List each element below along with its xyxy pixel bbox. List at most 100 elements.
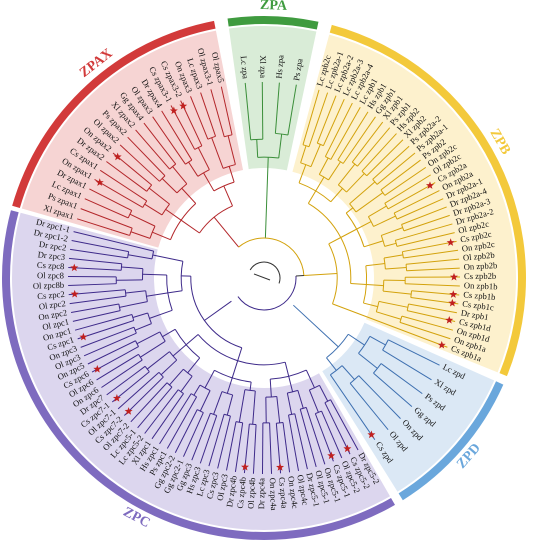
branch xyxy=(190,96,209,140)
branch xyxy=(305,369,315,388)
branch xyxy=(384,174,431,204)
branch-arc xyxy=(410,290,413,298)
leaf-label: On zpb2c xyxy=(461,239,495,254)
branch xyxy=(144,203,163,216)
branch xyxy=(128,254,153,260)
branch xyxy=(288,376,294,392)
branch xyxy=(181,187,197,204)
branch xyxy=(213,391,223,415)
branch xyxy=(378,300,408,308)
leaf-label: On zpc2 xyxy=(38,307,68,322)
branch-arc xyxy=(190,276,242,349)
branch xyxy=(256,139,259,158)
branch xyxy=(68,266,122,271)
branch xyxy=(74,313,133,331)
branch xyxy=(330,188,343,203)
branch xyxy=(330,399,359,451)
leaf-label: Dr zpc3 xyxy=(37,249,65,262)
branch xyxy=(172,344,187,357)
branch xyxy=(326,357,337,371)
branch xyxy=(297,390,304,409)
branch-arc xyxy=(158,371,164,378)
branch xyxy=(223,185,233,207)
branch-arc xyxy=(287,389,298,394)
clade-stem xyxy=(213,216,240,248)
branch xyxy=(342,116,376,164)
branch xyxy=(146,292,168,297)
branch xyxy=(99,169,148,202)
branch xyxy=(96,353,139,381)
branch xyxy=(199,390,211,412)
branch-arc xyxy=(124,289,127,297)
branch xyxy=(345,207,354,214)
branch xyxy=(76,218,130,236)
clade-stem xyxy=(292,304,339,348)
star-marker xyxy=(95,178,104,186)
branch xyxy=(380,363,423,395)
branch-arc xyxy=(194,145,203,150)
branch xyxy=(165,208,182,221)
leaf-label: On zpb2b xyxy=(463,260,497,272)
branch xyxy=(210,89,225,137)
star-marker xyxy=(445,315,454,324)
leaf-label: Ol zpc8 xyxy=(37,270,64,280)
leaf-label: Cs zpb2b xyxy=(464,271,496,281)
branch xyxy=(106,365,146,396)
branch-arc xyxy=(399,315,403,323)
branch-arc xyxy=(213,181,235,192)
branch xyxy=(228,166,235,183)
branch xyxy=(252,390,256,425)
branch xyxy=(316,95,337,144)
branch xyxy=(152,231,171,241)
branch xyxy=(363,302,378,308)
branch xyxy=(328,161,341,181)
branch xyxy=(384,242,397,247)
branch xyxy=(167,290,183,294)
branch xyxy=(299,409,317,468)
branch xyxy=(134,323,152,331)
branch xyxy=(382,349,432,381)
branch-arc xyxy=(120,263,123,271)
branch-arc xyxy=(276,421,284,424)
leaf-label: Cs zpc2 xyxy=(37,289,65,301)
leaf-label: Xl zpa xyxy=(258,55,268,78)
leaf-label: On zpc4a xyxy=(268,478,279,511)
branch-arc xyxy=(249,423,257,426)
branch xyxy=(148,187,170,205)
branch xyxy=(356,221,372,230)
branch-arc xyxy=(159,331,166,342)
branch xyxy=(129,213,156,227)
branch xyxy=(376,152,416,185)
branch xyxy=(329,374,376,440)
branch xyxy=(220,86,233,135)
branch xyxy=(217,415,231,469)
branch xyxy=(278,134,283,159)
branch xyxy=(119,301,148,308)
branch xyxy=(337,163,356,186)
branch xyxy=(282,422,291,473)
branch-arc xyxy=(367,216,374,227)
leaf-label: Hs zpa xyxy=(274,54,286,79)
star-marker xyxy=(70,289,79,298)
branch xyxy=(346,173,365,193)
branch xyxy=(401,315,454,331)
star-marker xyxy=(343,444,352,453)
branch xyxy=(372,145,410,180)
branch xyxy=(315,176,325,192)
star-marker xyxy=(327,451,336,460)
branch xyxy=(94,179,143,208)
branch xyxy=(328,237,342,245)
branch xyxy=(252,424,257,474)
branch xyxy=(182,412,204,457)
star-marker xyxy=(425,181,434,189)
branch xyxy=(302,89,320,145)
branch xyxy=(324,402,351,455)
branch-arc xyxy=(177,389,184,394)
branch-arc xyxy=(166,382,173,388)
star-marker xyxy=(70,263,79,272)
star-marker xyxy=(367,430,376,439)
leaf-label: Lc zpa xyxy=(239,55,251,79)
branch xyxy=(226,377,233,394)
